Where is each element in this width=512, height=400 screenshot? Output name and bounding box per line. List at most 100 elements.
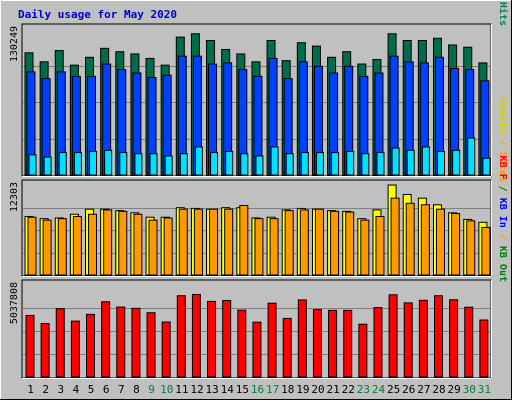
bar-sites: [481, 226, 491, 276]
bar-pages: [482, 157, 491, 176]
x-tick-label: 2: [42, 383, 49, 396]
bar-sites: [390, 197, 400, 276]
bar-sites: [314, 208, 324, 276]
x-tick-label: 31: [478, 383, 491, 396]
bar-kbytes: [55, 308, 65, 378]
bar-pages: [119, 152, 128, 176]
panel-visitors: 12303 Visits / Sites: [9, 98, 509, 277]
x-tick-label: 25: [387, 383, 400, 396]
panel-requests: 130249 Pages / Files / Hits: [9, 0, 509, 177]
panel-kbytes: 5037808 KB F / KB In / KB Out: [9, 156, 508, 379]
x-tick-label: 8: [133, 383, 140, 396]
x-tick-label: 18: [281, 383, 294, 396]
bar-pages: [270, 146, 279, 176]
bar-pages: [452, 149, 461, 176]
legend-label-part: /: [497, 180, 508, 198]
bar-kbytes: [25, 314, 35, 378]
bar-pages: [361, 153, 370, 176]
x-tick-label: 9: [148, 383, 155, 396]
x-tick-label: 23: [357, 383, 370, 396]
bar-kbytes: [449, 299, 459, 378]
x-tick-label: 6: [103, 383, 110, 396]
bar-kbytes: [358, 323, 368, 378]
x-tick-label: 29: [448, 383, 461, 396]
legend-label-part: Hits: [497, 2, 509, 26]
legend-label: KB F / KB In / KB Out: [497, 156, 508, 282]
bar-pages: [255, 155, 264, 176]
bar-kbytes: [161, 321, 171, 378]
bar-kbytes: [116, 306, 126, 378]
bar-sites: [72, 215, 82, 276]
x-tick-label: 17: [266, 383, 279, 396]
bar-pages: [391, 147, 400, 176]
bar-sites: [435, 208, 445, 276]
bar-sites: [345, 211, 355, 276]
bar-sites: [239, 205, 249, 276]
bar-sites: [148, 219, 158, 276]
bar-kbytes: [343, 309, 353, 378]
bar-sites: [163, 217, 173, 276]
bar-kbytes: [86, 313, 96, 378]
bar-pages: [89, 150, 98, 176]
x-axis-day-labels: 1 2 3 4 5 6 7 8 9 10 11 12 13 14 15 16 17 18 19 20 21 22 23 24 2…: [27, 383, 491, 396]
legend-label-part: /: [497, 134, 508, 152]
bar-pages: [73, 152, 82, 176]
bar-sites: [178, 208, 188, 276]
bar-pages: [179, 153, 188, 176]
bar-sites: [88, 213, 98, 276]
x-tick-label: 20: [311, 383, 324, 396]
bar-sites: [103, 209, 113, 276]
y-max-label: 130249: [9, 26, 20, 62]
legend-label-part: KB F: [497, 156, 508, 180]
bar-sites: [42, 219, 52, 276]
bar-kbytes: [433, 295, 443, 378]
x-tick-label: 30: [463, 383, 476, 396]
bar-pages: [240, 153, 249, 176]
bar-pages: [225, 150, 234, 176]
bar-pages: [346, 150, 355, 176]
bar-sites: [27, 216, 37, 276]
bar-sites: [330, 210, 340, 276]
bar-kbytes: [237, 309, 247, 378]
bar-sites: [375, 215, 385, 276]
x-tick-label: 28: [432, 383, 445, 396]
bar-kbytes: [131, 307, 141, 378]
bar-pages: [194, 146, 203, 176]
bar-kbytes: [282, 317, 292, 378]
bar-kbytes: [297, 299, 307, 378]
bar-sites: [209, 208, 219, 276]
bar-sites: [299, 209, 309, 276]
legend-label-part: KB In: [497, 198, 508, 228]
x-tick-label: 26: [402, 383, 415, 396]
bar-kbytes: [101, 301, 111, 378]
bar-pages: [376, 152, 385, 176]
bar-sites: [405, 202, 415, 276]
bar-kbytes: [373, 307, 383, 378]
y-max-label: 5037808: [9, 282, 20, 324]
x-tick-label: 22: [342, 383, 355, 396]
bar-sites: [451, 213, 461, 276]
x-tick-label: 27: [417, 383, 430, 396]
x-tick-label: 14: [221, 383, 235, 396]
x-tick-label: 13: [205, 383, 218, 396]
bar-kbytes: [252, 321, 262, 378]
x-tick-label: 16: [251, 383, 264, 396]
bar-pages: [164, 155, 173, 176]
bar-pages: [58, 152, 67, 176]
bar-sites: [360, 219, 370, 276]
bar-sites: [133, 213, 143, 276]
bar-pages: [436, 150, 445, 176]
bar-kbytes: [146, 312, 156, 378]
x-tick-label: 1: [27, 383, 34, 396]
bar-pages: [285, 153, 294, 176]
y-max-label: 12303: [9, 182, 20, 212]
bar-kbytes: [418, 299, 428, 378]
bar-kbytes: [267, 302, 277, 378]
x-tick-label: 11: [175, 383, 188, 396]
bar-sites: [254, 218, 264, 276]
bar-kbytes: [312, 309, 322, 378]
bar-sites: [224, 208, 234, 276]
bar-pages: [406, 149, 415, 176]
legend-label-part: Sites: [497, 152, 509, 182]
